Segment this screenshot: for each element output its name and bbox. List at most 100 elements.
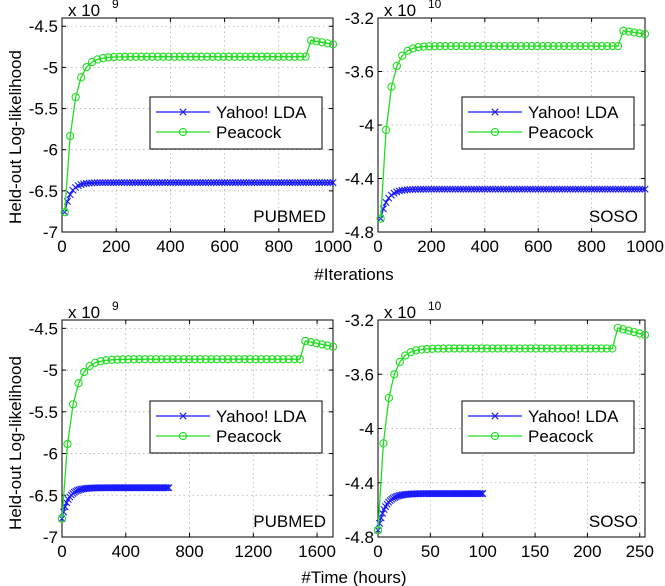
legend-box [461, 400, 635, 454]
y-tick-label: -6 [43, 445, 58, 464]
data-point-peacock [104, 53, 113, 62]
data-point-peacock [392, 61, 402, 71]
data-point-peacock [591, 344, 601, 353]
axis-exponent: x 10 [384, 1, 416, 20]
data-point-peacock [60, 208, 69, 217]
data-point-peacock [208, 52, 217, 61]
y-axis-label: Held-out Log-likelihood [6, 356, 25, 530]
data-point-yahoo-lda [507, 185, 516, 193]
legend-label: Peacock [216, 427, 282, 446]
data-point-peacock [151, 355, 161, 364]
data-point-yahoo-lda [158, 179, 166, 187]
data-point-yahoo-lda [550, 185, 558, 193]
y-tick-label: -6.5 [29, 182, 58, 201]
data-point-yahoo-lda [558, 185, 566, 193]
y-tick-label: -6 [43, 141, 58, 160]
data-point-yahoo-lda [510, 185, 518, 193]
data-point-peacock [379, 439, 388, 448]
data-point-yahoo-lda [283, 179, 291, 187]
x-tick-label: 250 [626, 542, 654, 561]
data-point-yahoo-lda [296, 179, 305, 187]
data-point-yahoo-lda [131, 179, 139, 187]
data-point-yahoo-lda [489, 185, 497, 193]
data-point-yahoo-lda [207, 179, 215, 187]
data-point-yahoo-lda [561, 185, 569, 193]
data-point-yahoo-lda [191, 179, 199, 187]
data-point-yahoo-lda [446, 185, 454, 193]
data-point-peacock [602, 344, 612, 353]
data-point-peacock [608, 41, 617, 51]
data-point-yahoo-lda [286, 179, 294, 187]
data-point-yahoo-lda [264, 179, 272, 187]
data-point-peacock [126, 52, 135, 61]
data-point-yahoo-lda [234, 179, 242, 187]
legend-label: Yahoo! LDA [216, 407, 307, 426]
data-point-peacock [148, 52, 157, 61]
data-point-yahoo-lda [529, 185, 537, 193]
axis-exponent-power: 10 [428, 299, 442, 313]
data-point-peacock [373, 526, 383, 535]
data-point-peacock [522, 41, 531, 51]
data-point-peacock [107, 355, 116, 364]
axis-exponent-power: 10 [428, 0, 442, 11]
data-point-peacock [510, 344, 519, 353]
data-point-yahoo-lda [622, 185, 630, 193]
data-point-peacock [274, 52, 283, 61]
legend-box [149, 96, 323, 150]
data-point-yahoo-lda [177, 179, 185, 187]
axis-exponent: x 10 [68, 1, 100, 20]
chart-panel-2: 0 200 400 600 800 1000 -4.8 -4.4 -4 -3.6 -3.2 x 10 1… [345, 0, 664, 256]
data-point-yahoo-lda [302, 179, 310, 187]
data-point-yahoo-lda [614, 185, 622, 193]
y-tick-label: -6.5 [29, 486, 58, 505]
data-point-yahoo-lda [218, 179, 226, 187]
data-point-peacock [592, 41, 601, 51]
data-point-yahoo-lda [269, 179, 277, 187]
data-point-yahoo-lda [210, 179, 218, 187]
data-point-peacock [213, 52, 223, 61]
data-point-yahoo-lda [162, 484, 170, 492]
data-point-yahoo-lda [153, 179, 161, 187]
data-point-peacock [173, 355, 183, 364]
legend-marker [491, 108, 499, 116]
data-point-yahoo-lda [99, 179, 107, 187]
legend-label: Yahoo! LDA [528, 103, 619, 122]
data-point-yahoo-lda [515, 185, 524, 193]
data-point-yahoo-lda [630, 185, 638, 193]
data-point-yahoo-lda [523, 185, 532, 193]
data-point-peacock [317, 38, 327, 47]
data-point-yahoo-lda [430, 185, 438, 193]
data-point-yahoo-lda [180, 179, 188, 187]
data-point-yahoo-lda [150, 179, 158, 187]
data-point-yahoo-lda [467, 185, 476, 193]
data-point-yahoo-lda [128, 179, 137, 187]
data-point-yahoo-lda [457, 185, 465, 193]
data-point-peacock [531, 344, 541, 353]
data-point-peacock [430, 42, 439, 51]
data-point-peacock [219, 52, 228, 61]
data-point-peacock [312, 37, 321, 46]
data-point-peacock [241, 52, 250, 61]
data-point-peacock [76, 73, 86, 82]
data-point-yahoo-lda [242, 179, 250, 187]
data-point-peacock [381, 125, 391, 135]
data-point-yahoo-lda [588, 185, 596, 193]
data-point-yahoo-lda [571, 185, 580, 193]
data-point-peacock [581, 41, 590, 51]
dataset-label: SOSO [589, 207, 638, 226]
axes-box [61, 17, 334, 233]
y-tick-label: -3.6 [345, 63, 374, 82]
legend-label: Yahoo! LDA [528, 407, 619, 426]
legend-label: Peacock [528, 427, 594, 446]
axis-exponent-power: 9 [112, 299, 119, 313]
data-point-peacock [224, 52, 234, 61]
data-point-yahoo-lda [593, 185, 601, 193]
data-point-peacock [146, 355, 155, 364]
data-point-yahoo-lda [318, 179, 326, 187]
data-point-yahoo-lda [580, 185, 588, 193]
data-point-peacock [131, 52, 141, 61]
data-point-yahoo-lda [112, 179, 120, 187]
data-point-peacock [124, 355, 133, 364]
data-point-yahoo-lda [382, 198, 390, 207]
